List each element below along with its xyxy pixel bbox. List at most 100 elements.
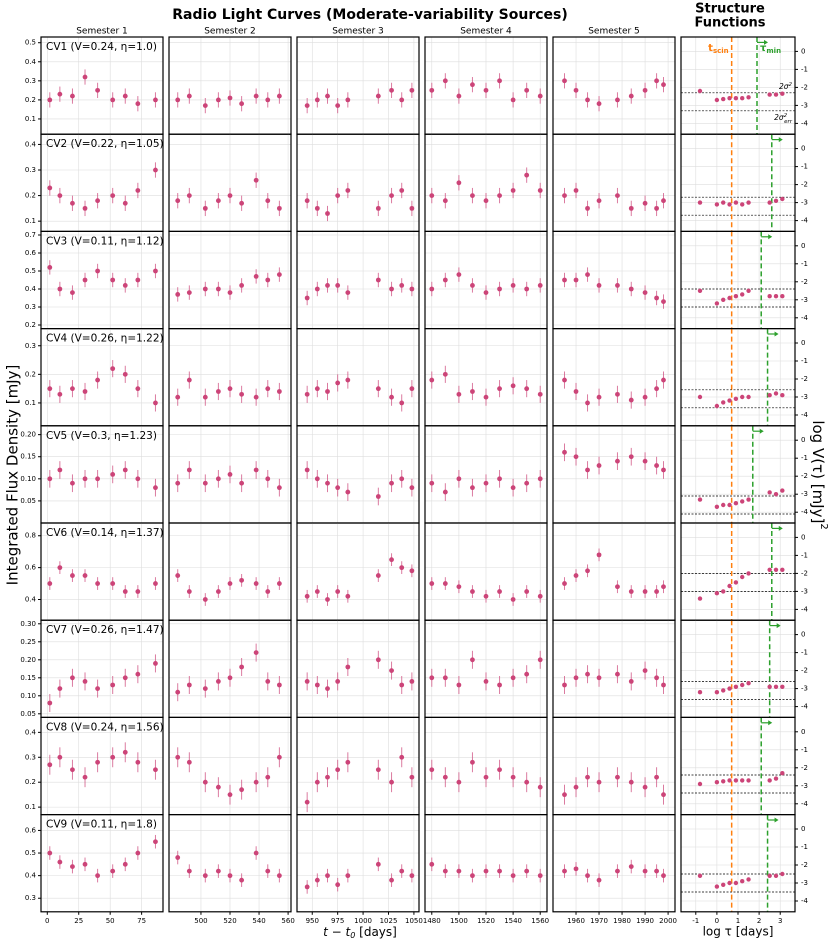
data-point xyxy=(276,682,282,688)
y-tick-label: 0.8 xyxy=(25,532,36,540)
y-tick-label: -1 xyxy=(801,843,808,851)
x-tick-label: 1540 xyxy=(504,917,522,925)
data-point xyxy=(573,188,579,193)
tau-min-arrowhead xyxy=(764,39,768,45)
data-point xyxy=(389,193,394,198)
sf-point xyxy=(714,884,720,889)
sf-point xyxy=(697,497,703,502)
data-point xyxy=(537,784,543,790)
tau-min-label-part: min xyxy=(766,47,781,55)
sf-point xyxy=(780,294,785,299)
y-tick-label: 0 xyxy=(801,825,805,833)
data-point xyxy=(122,283,128,288)
x-axis-label: t − t0 [days] xyxy=(323,925,397,940)
data-point xyxy=(227,792,233,798)
data-point xyxy=(304,103,310,109)
data-point xyxy=(153,400,158,406)
data-point xyxy=(628,589,634,594)
data-point xyxy=(399,868,405,874)
y-tick-label: -1 xyxy=(801,65,808,73)
sf-point xyxy=(733,396,739,401)
data-point xyxy=(642,668,648,673)
noise-label-part: 2σ xyxy=(774,113,784,122)
data-point xyxy=(654,589,659,594)
sf-point xyxy=(773,294,779,299)
sf-point xyxy=(727,398,732,403)
data-point xyxy=(239,101,245,107)
y-tick-label: 0.15 xyxy=(20,453,36,461)
data-point xyxy=(497,868,502,874)
data-point xyxy=(110,366,116,372)
y-tick-label: -2 xyxy=(801,861,808,869)
sf-point xyxy=(773,391,779,396)
panel-frame xyxy=(552,716,676,816)
data-point xyxy=(585,873,590,879)
data-point xyxy=(537,593,543,599)
data-point xyxy=(70,386,75,392)
data-point xyxy=(585,774,590,780)
data-point xyxy=(429,87,435,93)
t-scin-label-part: t xyxy=(708,43,713,54)
sf-point xyxy=(733,96,739,101)
y-tick-label: 0.1 xyxy=(25,115,36,123)
data-point xyxy=(661,584,666,590)
data-point xyxy=(110,682,116,688)
data-point xyxy=(122,467,128,473)
data-point xyxy=(227,386,233,392)
t-scin-label: tscin xyxy=(708,43,728,55)
data-point xyxy=(314,779,320,785)
data-point xyxy=(253,850,259,856)
data-point xyxy=(202,286,208,292)
data-point xyxy=(227,472,233,477)
y-tick-label: 0 xyxy=(801,728,805,736)
data-point xyxy=(442,277,448,283)
data-point xyxy=(537,657,543,663)
data-point xyxy=(456,476,462,482)
data-point xyxy=(265,868,271,874)
data-point xyxy=(135,386,141,392)
data-point xyxy=(562,78,567,84)
y-tick-label: -4 xyxy=(801,314,809,322)
sf-point xyxy=(773,684,779,689)
data-point xyxy=(276,389,282,394)
data-point xyxy=(335,485,341,491)
data-point xyxy=(429,377,435,383)
y-tick-label: 0.3 xyxy=(25,166,36,174)
data-point xyxy=(661,873,666,879)
data-point xyxy=(510,188,516,193)
data-point xyxy=(265,679,271,684)
data-point xyxy=(399,188,405,193)
data-point xyxy=(661,682,666,688)
data-point xyxy=(57,391,63,397)
sf-point xyxy=(780,871,785,877)
data-point xyxy=(537,391,543,397)
sf-point xyxy=(714,504,720,509)
data-point xyxy=(253,394,259,400)
x-tick-label: 1500 xyxy=(450,917,468,925)
sf-point xyxy=(773,198,779,203)
source-label: CV7 (V=0.26, η=1.47) xyxy=(46,624,164,636)
data-point xyxy=(135,476,141,482)
y-tick-label: 0.6 xyxy=(25,826,37,834)
data-point xyxy=(585,97,590,103)
data-point xyxy=(239,577,245,583)
data-point xyxy=(409,286,415,292)
data-point xyxy=(345,377,351,383)
source-label: CV6 (V=0.14, η=1.37) xyxy=(46,527,164,539)
sf-point xyxy=(721,779,726,784)
x-axis-label-part: [days] xyxy=(355,925,397,939)
data-point xyxy=(153,167,158,173)
y-tick-label: -3 xyxy=(801,587,808,595)
data-point xyxy=(304,198,310,204)
sf-point xyxy=(721,688,726,693)
sf-point xyxy=(740,292,745,297)
data-point xyxy=(596,779,602,785)
y-tick-label: 0.20 xyxy=(20,431,36,439)
data-point xyxy=(442,78,448,84)
data-point xyxy=(661,792,666,798)
y-tick-label: 0.4 xyxy=(25,595,37,603)
sf-point xyxy=(780,771,785,776)
sf-point xyxy=(727,583,732,589)
data-point xyxy=(95,581,100,586)
data-point xyxy=(524,480,530,486)
